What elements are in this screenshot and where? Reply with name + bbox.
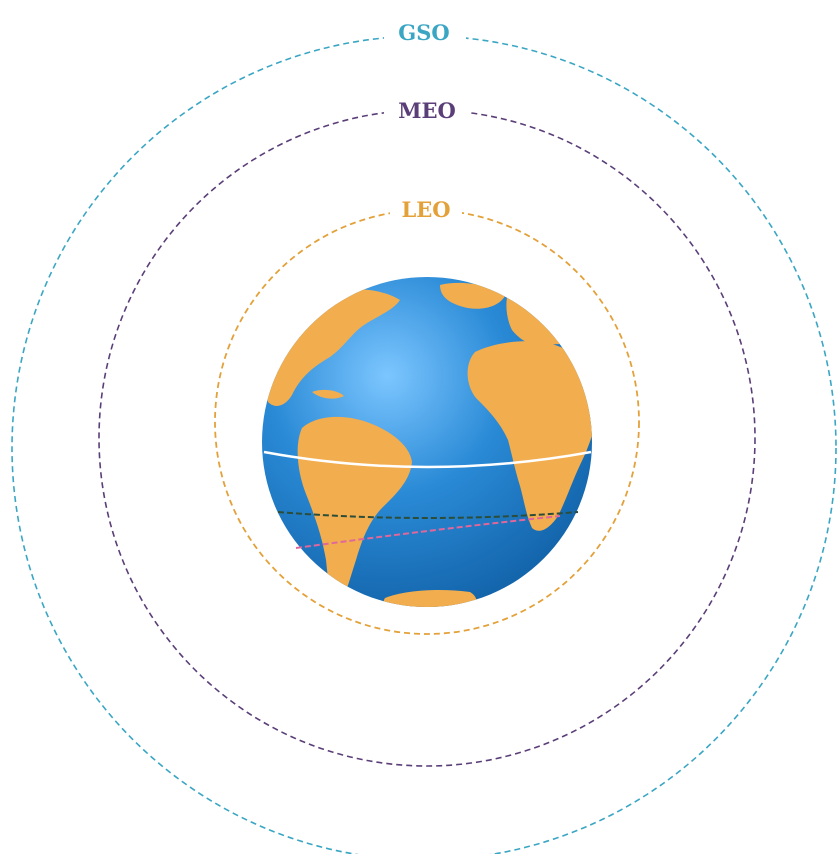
meo-orbit: MEO (98, 98, 756, 767)
africa-landmass (467, 341, 592, 531)
earth-globe (262, 277, 592, 607)
meo-label: MEO (398, 98, 456, 123)
gso-orbit: GSO (11, 20, 837, 854)
gso-label-mask (384, 20, 466, 46)
greenland-landmass (440, 282, 505, 309)
south-america-landmass (297, 416, 412, 605)
leo-orbit: LEO (214, 197, 640, 635)
meo-label-mask (384, 98, 470, 124)
caribbean-islands (312, 389, 344, 399)
antarctica-landmass (383, 590, 477, 607)
europe-landmass (506, 285, 592, 346)
gso-label: GSO (398, 20, 449, 45)
equator-line (263, 450, 592, 469)
leo-label: LEO (401, 197, 450, 222)
leo-label-mask (390, 197, 462, 223)
leo-orbit-ring (214, 209, 640, 635)
dark-latitude-line (277, 511, 579, 519)
